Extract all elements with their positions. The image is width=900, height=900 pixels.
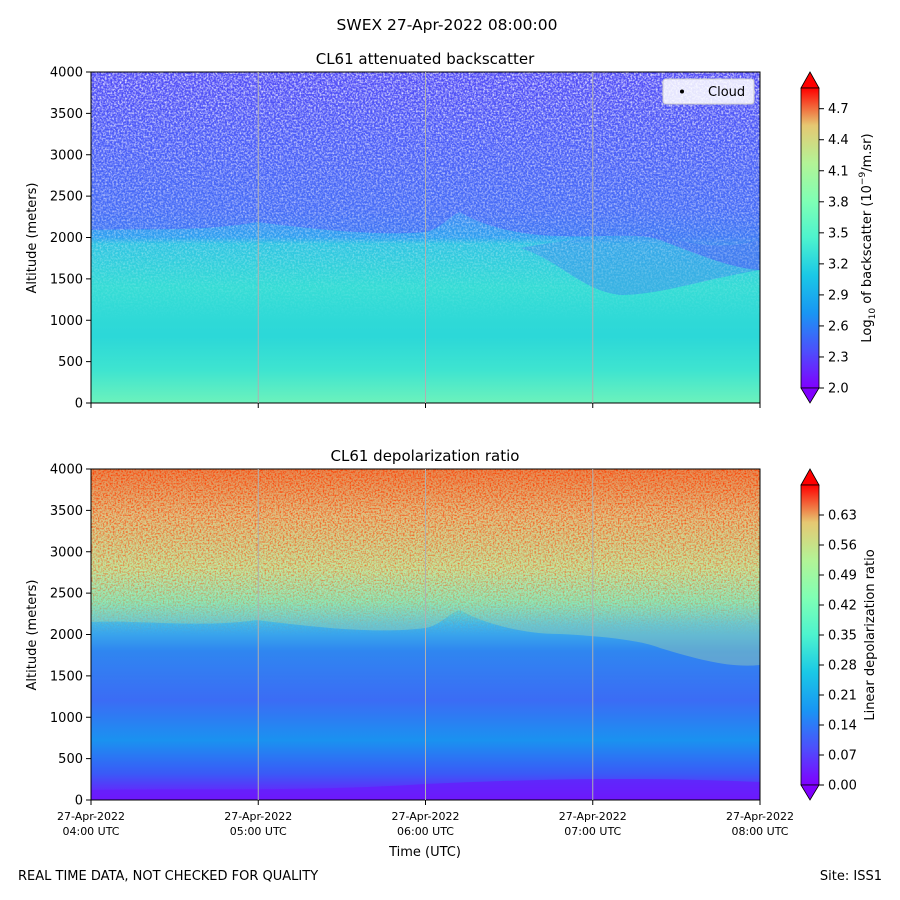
colorbar-tick-label: 2.0 (828, 382, 849, 397)
x-tick-label: 04:00 UTC (62, 825, 119, 838)
backscatter-colorbar: 2.0 2.3 2.6 2.9 3.2 3.5 3.8 4.1 4.4 4.7 Log10 of … (800, 71, 878, 404)
y-tick-label: 3000 (50, 148, 83, 163)
y-tick-label: 1500 (50, 669, 83, 684)
colorbar-tick-label: 4.4 (828, 133, 849, 148)
legend-marker (680, 89, 684, 94)
depolarization-colorbar: 0.00 0.07 0.14 0.21 0.28 0.35 0.42 0.49 0.56 0.63… (800, 468, 878, 801)
legend: Cloud (662, 78, 755, 105)
colorbar-tick-label: 3.5 (828, 226, 849, 241)
y-tick-label: 2000 (50, 231, 83, 246)
legend-label: Cloud (708, 85, 745, 100)
figure-title: SWEX 27-Apr-2022 08:00:00 (337, 16, 558, 34)
y-tick-label: 0 (75, 397, 83, 412)
y-tick-label: 2500 (50, 190, 83, 205)
colorbar-tick-label: 0.00 (828, 779, 857, 794)
backscatter-title: CL61 attenuated backscatter (316, 50, 535, 68)
y-tick-label: 4000 (50, 463, 83, 478)
colorbar-tick-label: 0.07 (828, 749, 857, 764)
y-tick-label: 500 (58, 752, 83, 767)
quality-disclaimer: REAL TIME DATA, NOT CHECKED FOR QUALITY (18, 869, 319, 884)
x-tick-label: 07:00 UTC (564, 825, 621, 838)
colorbar-tick-label: 3.2 (828, 257, 849, 272)
x-tick-label: 27-Apr-2022 (559, 810, 627, 823)
y-tick-label: 3500 (50, 504, 83, 519)
colorbar-tick-label: 4.7 (828, 102, 849, 117)
x-tick-label: 27-Apr-2022 (57, 810, 125, 823)
y-tick-label: 2500 (50, 587, 83, 602)
colorbar-tick-label: 2.3 (828, 350, 849, 365)
x-tick-label: 27-Apr-2022 (224, 810, 292, 823)
y-tick-label: 3500 (50, 107, 83, 122)
colorbar-tick-label: 0.49 (828, 569, 857, 584)
backscatter-panel: CL61 attenuated backscatter 0 500 1000 1500… (25, 50, 878, 412)
x-tick-label: 05:00 UTC (230, 825, 287, 838)
y-tick-label: 4000 (50, 66, 83, 81)
y-tick-label: 2000 (50, 628, 83, 643)
depolarization-panel: CL61 depolarization ratio 0 500 1000 1500 20… (25, 447, 878, 860)
x-tick-label: 27-Apr-2022 (391, 810, 459, 823)
colorbar-min-arrow (800, 387, 820, 404)
colorbar-tick-label: 0.28 (828, 659, 857, 674)
colorbar-max-arrow (800, 71, 820, 89)
depolarization-xlabel: Time (UTC) (388, 845, 461, 860)
colorbar-tick-label: 0.42 (828, 599, 857, 614)
y-tick-label: 500 (58, 355, 83, 370)
colorbar-tick-label: 2.6 (828, 319, 849, 334)
x-tick-label: 27-Apr-2022 (726, 810, 794, 823)
colorbar-tick-label: 3.8 (828, 195, 849, 210)
y-tick-label: 1500 (50, 272, 83, 287)
depolarization-title: CL61 depolarization ratio (331, 447, 520, 465)
colorbar-tick-label: 0.14 (828, 719, 857, 734)
depolarization-colorbar-label: Linear depolarization ratio (863, 549, 878, 720)
colorbar-tick-label: 2.9 (828, 288, 849, 303)
colorbar-tick-label: 0.35 (828, 629, 857, 644)
colorbar-tick-label: 0.21 (828, 689, 857, 704)
backscatter-ylabel: Altitude (meters) (25, 183, 40, 294)
backscatter-colorbar-label: Log10 of backscatter (10−9/m.sr) (858, 133, 878, 342)
colorbar-tick-label: 0.56 (828, 539, 857, 554)
y-tick-label: 1000 (50, 711, 83, 726)
x-tick-label: 08:00 UTC (731, 825, 788, 838)
colorbar-tick-label: 4.1 (828, 164, 849, 179)
y-tick-label: 3000 (50, 545, 83, 560)
y-tick-label: 1000 (50, 314, 83, 329)
x-tick-label: 06:00 UTC (397, 825, 454, 838)
colorbar-tick-label: 0.63 (828, 509, 857, 524)
site-label: Site: ISS1 (819, 869, 882, 884)
colorbar-max-arrow (800, 468, 820, 486)
depolarization-ylabel: Altitude (meters) (25, 580, 40, 691)
colorbar-min-arrow (800, 784, 820, 801)
y-tick-label: 0 (75, 794, 83, 809)
